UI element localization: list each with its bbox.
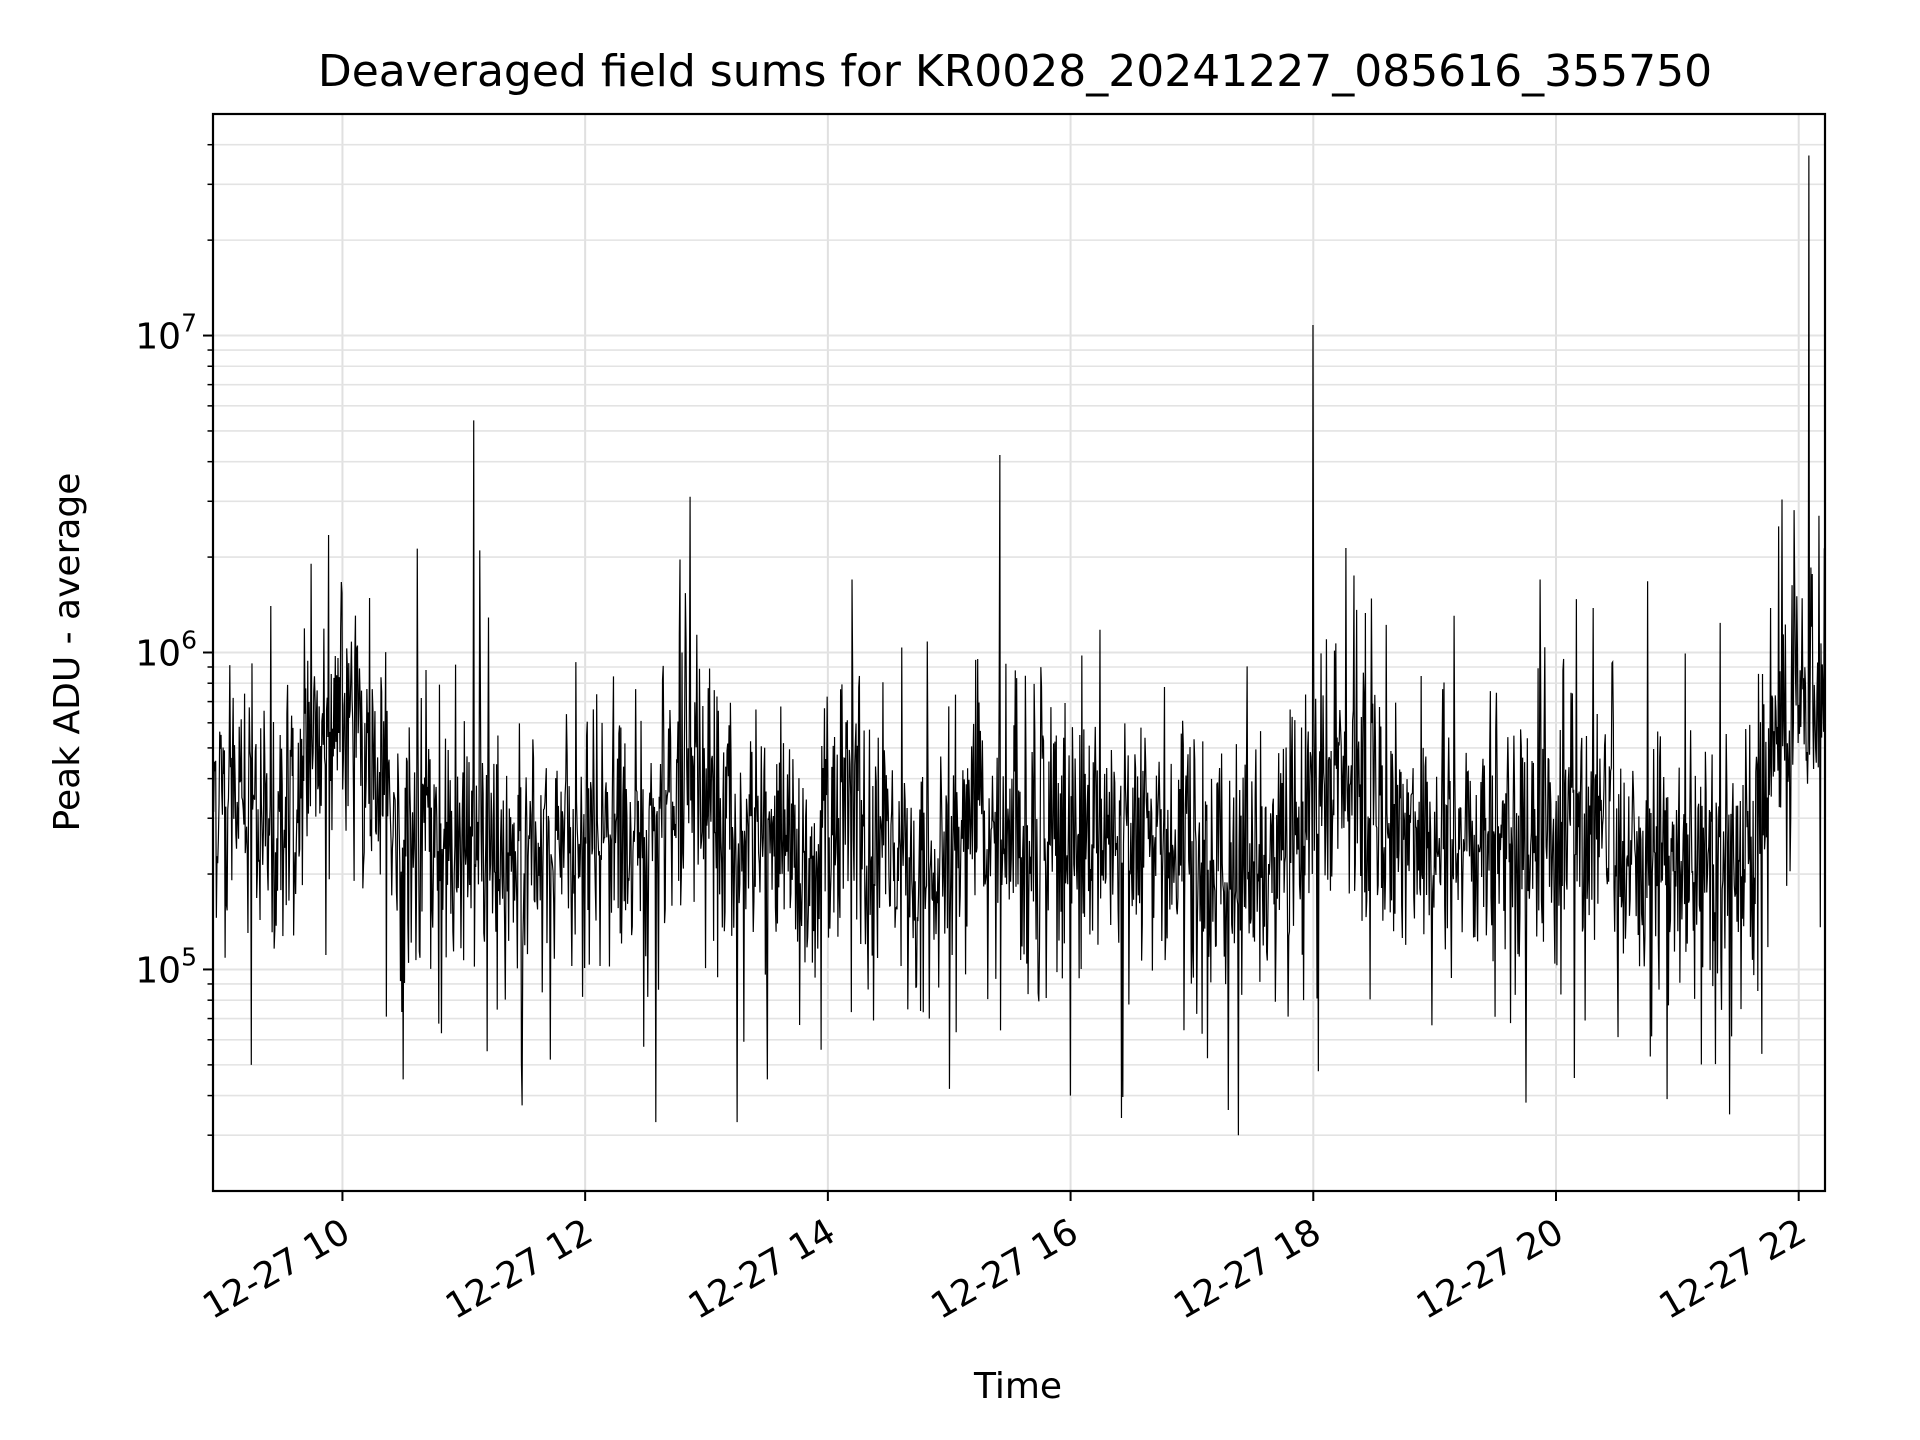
grid [213, 114, 1825, 1191]
y-axis-label: Peak ADU - average [47, 473, 88, 832]
x-axis-label: Time [973, 1366, 1062, 1407]
chart-title: Deaveraged field sums for KR0028_2024122… [318, 46, 1712, 97]
y-tick-label: 107 [135, 309, 197, 358]
series-line [212, 155, 1826, 1136]
y-tick-label: 105 [135, 942, 197, 991]
y-axis: 105 106 107 [135, 143, 213, 1136]
y-tick-label: 106 [135, 626, 197, 675]
data-series [212, 155, 1826, 1136]
